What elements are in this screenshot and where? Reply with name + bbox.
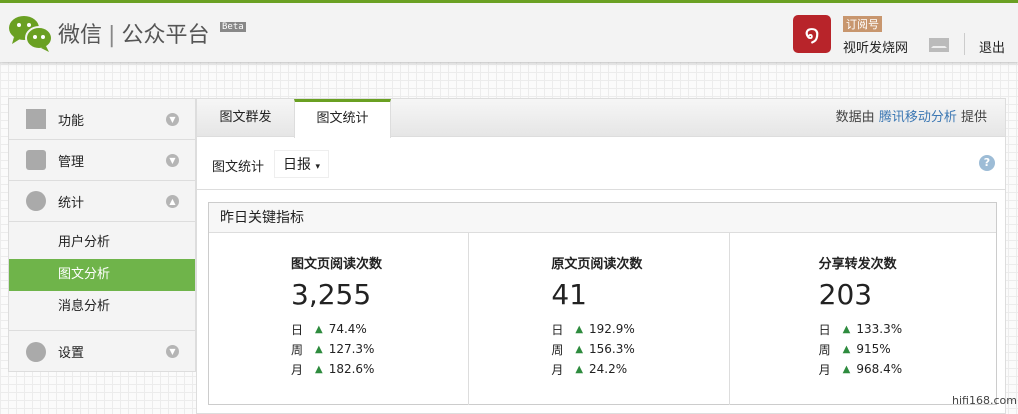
tab-article-stats[interactable]: 图文统计	[294, 99, 391, 138]
arrow-up-icon: ▲	[842, 323, 851, 335]
chevron-down-icon: ▾	[315, 162, 320, 172]
label: 功能	[58, 113, 85, 129]
period-label: 日	[818, 322, 831, 337]
change-value: 133.3%	[856, 322, 903, 336]
watermark: hifi168.com	[952, 394, 1017, 407]
change-value: 968.4%	[856, 362, 903, 376]
account-avatar[interactable]: ໑	[793, 15, 831, 53]
mail-icon[interactable]	[929, 38, 949, 52]
metric-value: 41	[551, 278, 587, 311]
arrow-up-icon: ▲	[575, 363, 584, 375]
stats-submenu: 用户分析 图文分析 消息分析	[9, 222, 195, 331]
period-label: 月	[291, 362, 304, 377]
metric-value: 203	[818, 278, 873, 311]
label: 管理	[58, 154, 85, 170]
sidebar-item-manage[interactable]: 管理 ▼	[9, 140, 195, 181]
period-label: 周	[291, 342, 304, 357]
arrow-up-icon: ▲	[842, 363, 851, 375]
metric-row: 日 ▲ 74.4%	[291, 319, 468, 339]
metric-row: 周 ▲ 127.3%	[291, 339, 468, 359]
metric-article-reads: 图文页阅读次数 3,255 日 ▲ 74.4% 周 ▲ 127.3% 月 ▲ 182.6%	[209, 233, 470, 405]
metric-value: 3,255	[291, 278, 372, 311]
chevron-down-icon[interactable]: ▼	[166, 153, 179, 167]
label: 设置	[58, 346, 85, 361]
data-credit: 数据由 腾讯移动分析 提供	[836, 99, 987, 137]
brand-left: 微信	[58, 23, 103, 48]
chevron-up-icon[interactable]: ▲	[166, 194, 179, 208]
change-value: 156.3%	[589, 342, 635, 356]
arrow-up-icon: ▲	[842, 343, 851, 355]
brand-right: 公众平台	[121, 23, 210, 48]
chevron-down-icon[interactable]: ▼	[166, 112, 179, 126]
chevron-down-icon[interactable]: ▼	[166, 345, 179, 358]
change-value: 915%	[856, 342, 891, 356]
credit-prefix: 数据由	[835, 110, 875, 125]
change-value: 182.6%	[328, 362, 375, 376]
arrow-up-icon: ▲	[575, 323, 584, 335]
metric-title: 原文页阅读次数	[551, 257, 643, 272]
sidebar-item-user-analysis[interactable]: 用户分析	[58, 235, 111, 250]
metric-shares: 分享转发次数 203 日 ▲ 133.3% 周 ▲ 915% 月 ▲ 968.4%	[730, 233, 996, 405]
account-type-badge: 订阅号	[843, 16, 882, 32]
period-label: 日	[551, 322, 564, 337]
arrow-up-icon: ▲	[315, 323, 323, 335]
credit-link[interactable]: 腾讯移动分析	[878, 110, 957, 125]
metric-row: 月 ▲ 182.6%	[291, 359, 468, 379]
account-name[interactable]: 视听发烧网	[843, 41, 909, 56]
arrow-up-icon: ▲	[575, 343, 584, 355]
metric-title: 分享转发次数	[818, 257, 897, 272]
period-label: 周	[818, 342, 831, 357]
top-bar: 微信 | 公众平台 Beta ໑ 订阅号 视听发烧网 退出	[0, 0, 1018, 62]
key-metrics-card: 昨日关键指标 图文页阅读次数 3,255 日 ▲ 74.4% 周 ▲ 127.3% 月 ▲…	[208, 202, 997, 405]
pie-chart-icon	[26, 191, 46, 211]
metric-title: 图文页阅读次数	[291, 257, 383, 272]
gear-icon	[26, 341, 46, 362]
arrow-up-icon: ▲	[315, 343, 323, 355]
credit-suffix: 提供	[960, 110, 987, 125]
metric-row: 周 ▲ 915%	[819, 339, 996, 359]
divider	[964, 33, 965, 55]
help-icon[interactable]: ?	[979, 155, 995, 171]
logout-link[interactable]: 退出	[979, 41, 1006, 56]
beta-badge: Beta	[220, 22, 246, 32]
main-panel: 图文群发 图文统计 数据由 腾讯移动分析 提供 图文统计 日报 ▾ ? 昨日关键…	[196, 98, 1006, 414]
select-value: 日报	[283, 157, 311, 173]
filter-row: 图文统计 日报 ▾ ?	[197, 137, 1005, 190]
period-label: 月	[818, 362, 831, 377]
card-title: 昨日关键指标	[209, 203, 996, 233]
sidebar-item-message-analysis[interactable]: 消息分析	[58, 299, 111, 314]
change-value: 127.3%	[328, 342, 375, 356]
change-value: 74.4%	[328, 322, 367, 336]
sidebar-item-stats[interactable]: 统计 ▲	[9, 181, 195, 222]
sidebar: 功能 ▼ 管理 ▼ 统计 ▲ 用户分析 图文分析 消息分析 设置 ▼	[8, 98, 196, 372]
wechat-logo-icon	[9, 16, 53, 52]
grid-icon	[26, 109, 46, 129]
brand-title: 微信 | 公众平台	[58, 23, 210, 48]
sidebar-item-features[interactable]: 功能 ▼	[9, 99, 195, 140]
metric-row: 月 ▲ 24.2%	[551, 359, 728, 379]
sidebar-item-article-analysis[interactable]: 图文分析	[9, 259, 195, 291]
metric-row: 月 ▲ 968.4%	[819, 359, 996, 379]
report-type-select[interactable]: 日报 ▾	[274, 150, 329, 178]
period-label: 月	[551, 362, 564, 377]
change-value: 192.9%	[589, 322, 635, 336]
period-label: 周	[551, 342, 564, 357]
sidebar-item-settings[interactable]: 设置 ▼	[9, 331, 195, 372]
period-label: 日	[291, 322, 304, 337]
metric-row: 日 ▲ 192.9%	[551, 319, 728, 339]
metric-original-reads: 原文页阅读次数 41 日 ▲ 192.9% 周 ▲ 156.3% 月 ▲ 24.2%	[469, 233, 730, 405]
label: 统计	[58, 195, 85, 211]
inbox-icon	[26, 150, 46, 170]
change-value: 24.2%	[589, 362, 628, 376]
tab-bar: 图文群发 图文统计 数据由 腾讯移动分析 提供	[197, 99, 1005, 138]
metric-row: 周 ▲ 156.3%	[551, 339, 728, 359]
tab-mass-send[interactable]: 图文群发	[219, 110, 272, 125]
filter-label: 图文统计	[212, 160, 265, 175]
metric-row: 日 ▲ 133.3%	[819, 319, 996, 339]
arrow-up-icon: ▲	[315, 363, 323, 375]
